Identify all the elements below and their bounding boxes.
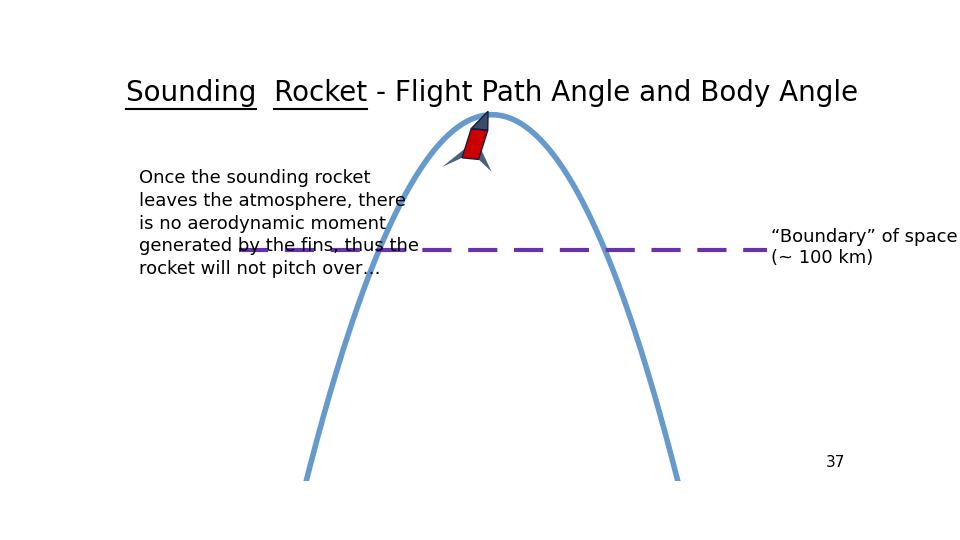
Polygon shape (443, 148, 465, 167)
Text: Once the sounding rocket
leaves the atmosphere, there
is no aerodynamic moment
g: Once the sounding rocket leaves the atmo… (138, 168, 419, 278)
Polygon shape (478, 150, 492, 172)
Text: “Boundary” of space
(~ 100 km): “Boundary” of space (~ 100 km) (771, 228, 958, 267)
Text: Sounding  Rocket - Flight Path Angle and Body Angle: Sounding Rocket - Flight Path Angle and … (126, 79, 858, 107)
Polygon shape (471, 111, 488, 130)
Text: 37: 37 (826, 455, 846, 470)
Polygon shape (462, 129, 488, 159)
